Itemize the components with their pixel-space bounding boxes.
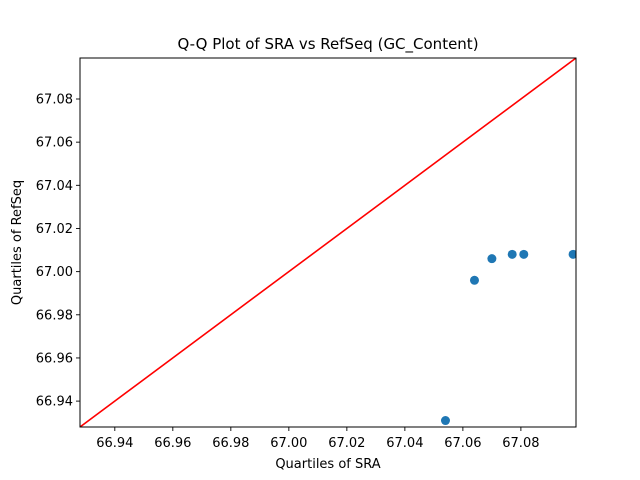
x-tick-label-7: 67.06 bbox=[444, 436, 481, 451]
y-tick-label-5: 67.02 bbox=[36, 222, 73, 237]
data-point-6 bbox=[568, 249, 576, 259]
plot-frame bbox=[79, 57, 577, 428]
y-tick-label-8: 67.08 bbox=[36, 93, 73, 108]
y-tick-label-2: 66.96 bbox=[36, 351, 73, 366]
x-axis-label: Quartiles of SRA bbox=[275, 457, 380, 472]
x-tick-label-4: 67.00 bbox=[270, 436, 307, 451]
y-tick-label-4: 67.00 bbox=[36, 265, 73, 280]
y-tick-label-3: 66.98 bbox=[36, 308, 73, 323]
y-tick-label-6: 67.04 bbox=[36, 179, 73, 194]
data-points-layer bbox=[440, 249, 576, 426]
y-axis-label: Quartiles of RefSeq bbox=[10, 180, 25, 305]
x-tick-label-5: 67.02 bbox=[328, 436, 365, 451]
y-tick-label-7: 67.06 bbox=[36, 136, 73, 151]
y-tick-label-1: 66.94 bbox=[36, 395, 73, 410]
x-tick-label-6: 67.04 bbox=[386, 436, 423, 451]
reference-line-layer bbox=[80, 58, 576, 427]
x-tick-label-3: 66.98 bbox=[212, 436, 249, 451]
data-point-5 bbox=[519, 249, 529, 259]
x-tick-label-2: 66.96 bbox=[154, 436, 191, 451]
data-point-2 bbox=[469, 275, 479, 285]
reference-line bbox=[80, 58, 576, 427]
data-point-4 bbox=[507, 249, 517, 259]
x-tick-label-8: 67.08 bbox=[502, 436, 539, 451]
data-point-3 bbox=[487, 254, 497, 264]
y-axis-ticks: 66.94 66.96 66.98 67.00 67.02 67.04 67.06 67.08 bbox=[36, 93, 80, 410]
x-tick-label-1: 66.94 bbox=[96, 436, 133, 451]
x-axis-ticks: 66.94 66.96 66.98 67.00 67.02 67.04 67.06 67.08 bbox=[96, 427, 539, 451]
chart-title: Q-Q Plot of SRA vs RefSeq (GC_Content) bbox=[177, 35, 478, 54]
data-point-1 bbox=[440, 416, 450, 426]
